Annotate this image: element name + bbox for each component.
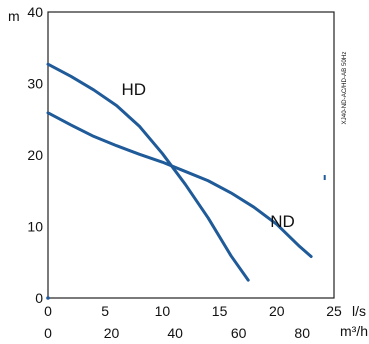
x-tick-label: 5	[101, 303, 109, 319]
annotations: HD ND XJ40-ND-AC/HD-AB 50Hz	[46, 52, 348, 300]
series-label-hd: HD	[122, 80, 147, 99]
series-line-hd	[46, 62, 250, 282]
y-tick-label: 0	[35, 290, 43, 306]
x-tick-label: 15	[212, 303, 228, 319]
x-tick-label: 20	[269, 303, 285, 319]
series-line-nd	[46, 111, 313, 259]
secondary-x-tick-label: 80	[294, 325, 310, 341]
side-note-label: XJ40-ND-AC/HD-AB 50Hz	[341, 52, 348, 125]
secondary-x-tick-label: 40	[167, 325, 183, 341]
plot-frame	[47, 11, 335, 299]
x-tick-label: 0	[44, 303, 52, 319]
y-tick-label: 10	[27, 219, 43, 235]
x-unit-label: l/s	[352, 303, 366, 319]
secondary-x-tick-label: 0	[44, 325, 52, 341]
axis-labels: 0 10 20 30 40 0 5 10 15 20 25 0 20 40 60 80 m l/s m³/h	[8, 4, 368, 341]
origin-marker	[46, 296, 50, 300]
secondary-x-tick-label: 20	[104, 325, 120, 341]
series-label-nd: ND	[270, 212, 295, 231]
x-tick-label: 10	[155, 303, 171, 319]
x-tick-label: 25	[326, 303, 342, 319]
series-layer	[46, 62, 313, 282]
secondary-x-tick-label: 60	[231, 325, 247, 341]
secondary-x-unit-label: m³/h	[340, 323, 368, 339]
y-unit-label: m	[8, 8, 20, 24]
y-tick-label: 20	[27, 147, 43, 163]
edge-mark	[323, 175, 326, 181]
y-tick-label: 40	[27, 4, 43, 20]
y-tick-label: 30	[27, 76, 43, 92]
